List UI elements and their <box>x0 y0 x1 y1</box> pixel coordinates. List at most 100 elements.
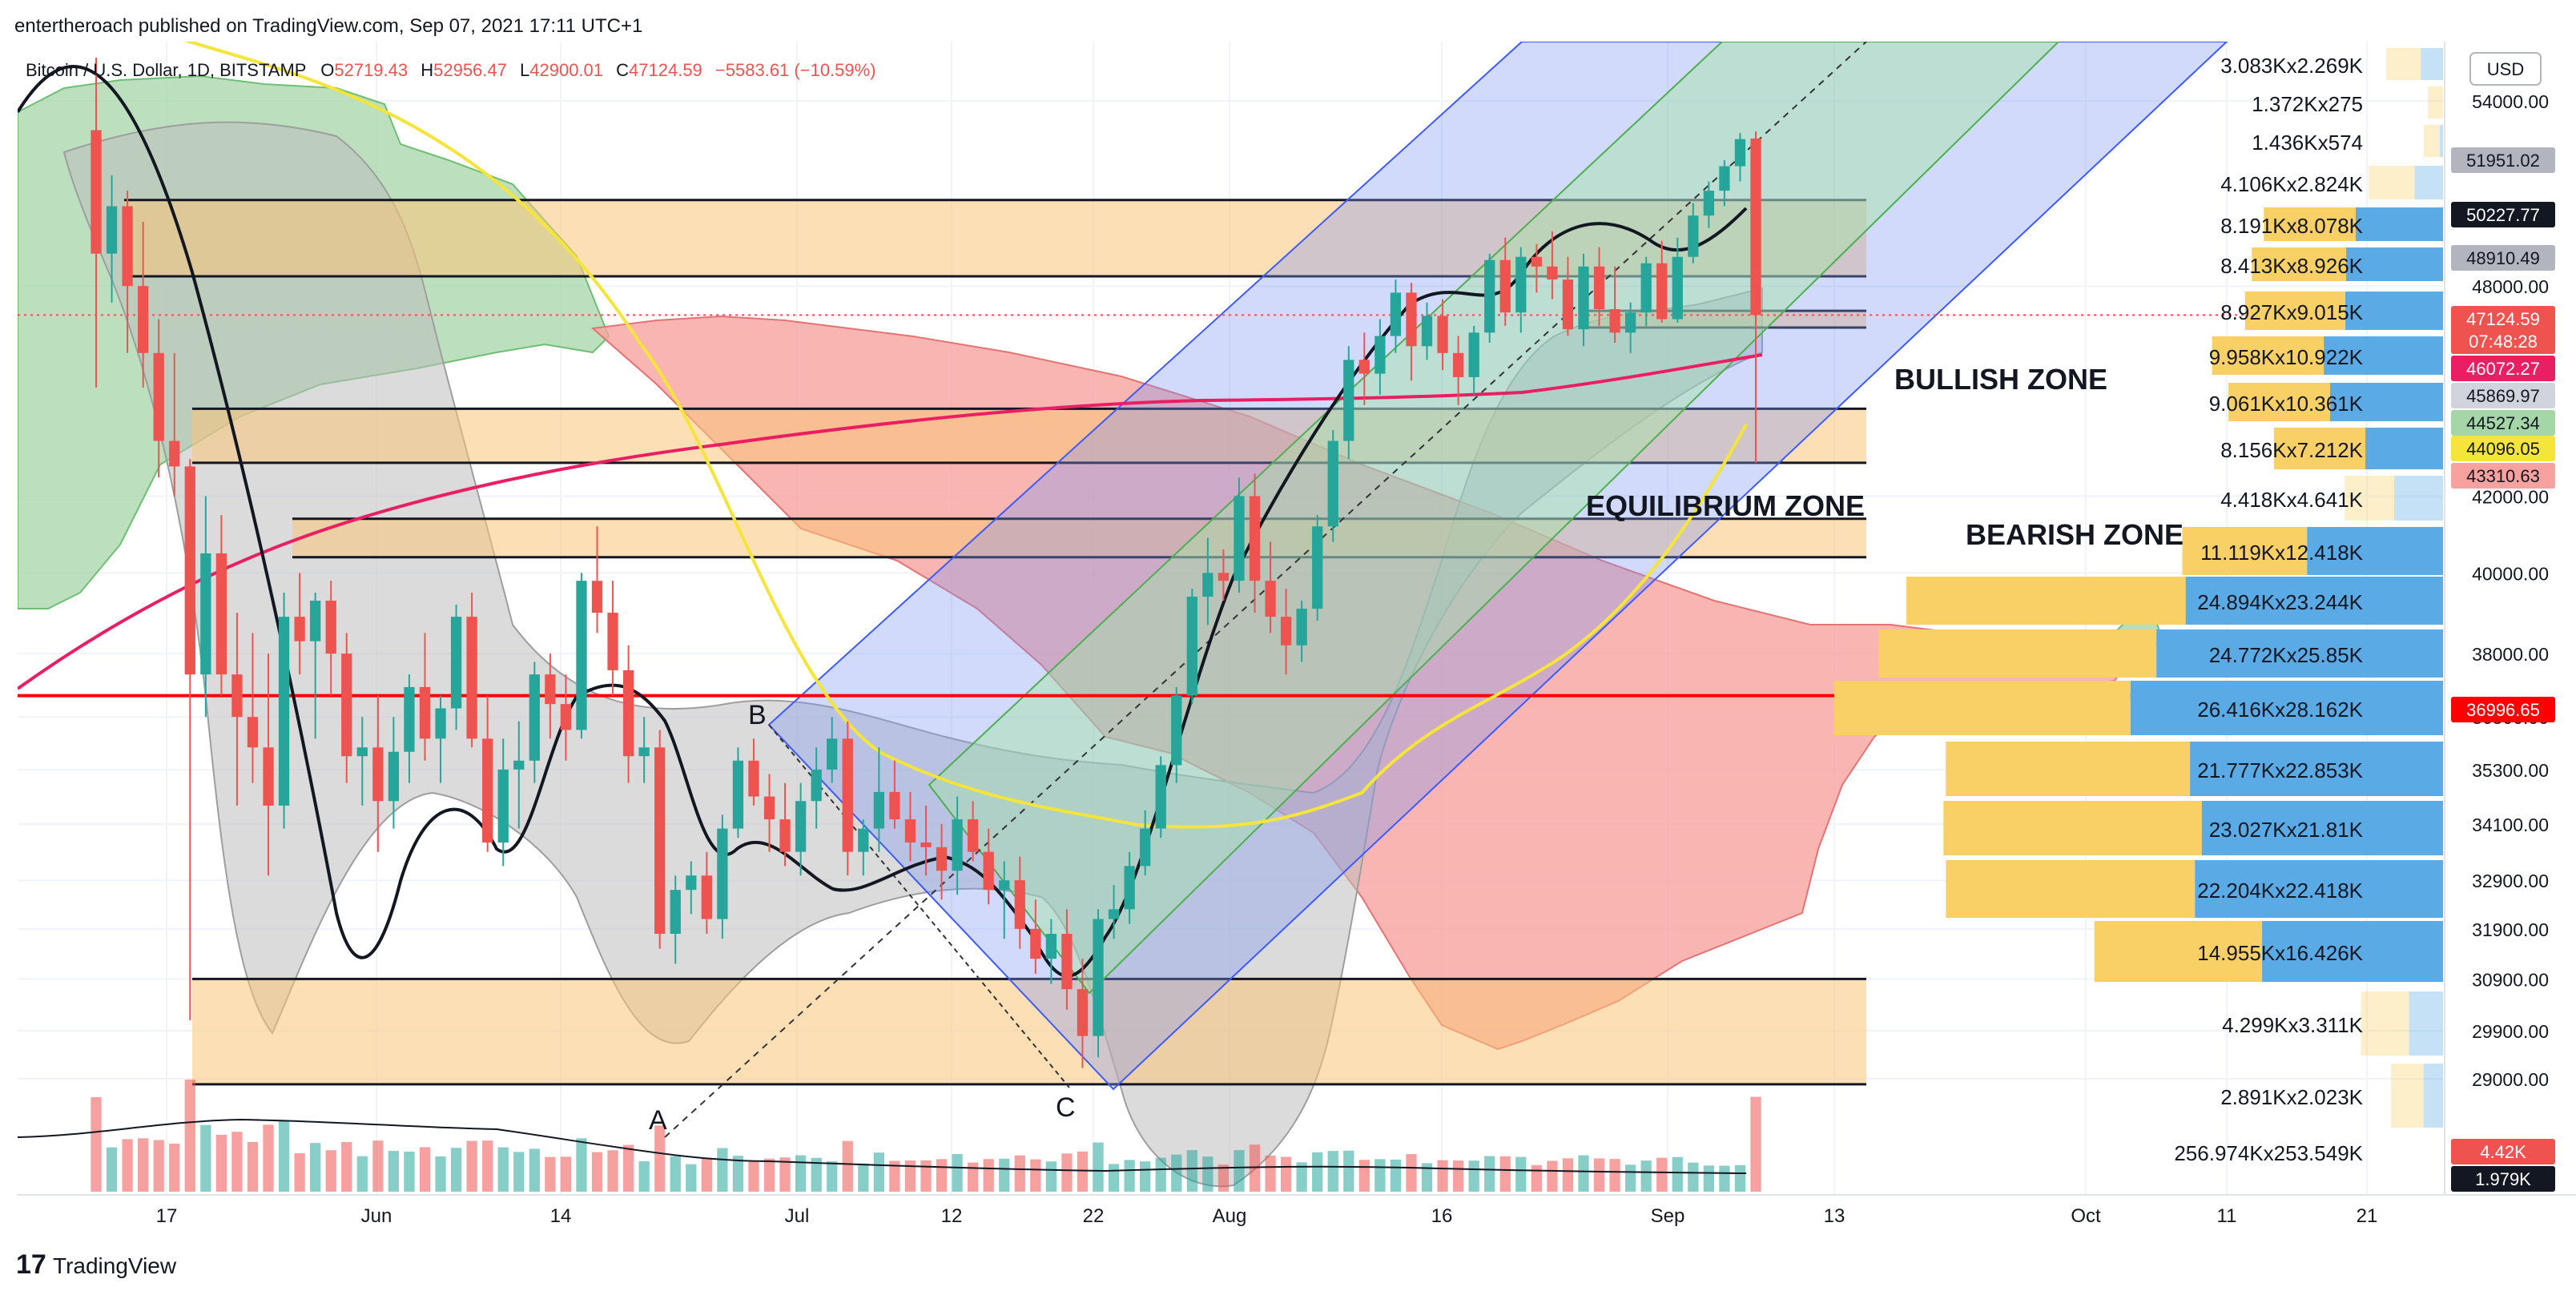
volume-bar <box>1249 1144 1261 1192</box>
close-value: 47124.59 <box>629 60 702 80</box>
volume-bar <box>1045 1161 1057 1192</box>
volume-bar <box>404 1152 415 1192</box>
vp-row-label: 4.299Kx3.311K <box>2222 1013 2364 1037</box>
candle-body <box>137 286 149 353</box>
candle-body <box>184 466 195 675</box>
volume-bar <box>435 1156 446 1192</box>
price-tag-label: 45869.97 <box>2466 386 2540 406</box>
volume-bar <box>1406 1154 1417 1192</box>
candle-body <box>1656 263 1668 320</box>
candle-body <box>1171 695 1182 766</box>
vp-bar-sell <box>2094 921 2263 982</box>
price-tag <box>2451 245 2555 271</box>
price-axis-ticks: 54000.00 48000.00 42000.00 40000.00 38000.00… <box>2472 91 2549 1090</box>
volume-bar <box>419 1147 431 1192</box>
price-tag <box>2451 410 2555 436</box>
vp-bar-sell <box>2391 1064 2424 1128</box>
candle-body <box>1358 360 1370 374</box>
volume-bar <box>278 1121 290 1192</box>
candle-body <box>1265 581 1276 617</box>
vp-bar-buy <box>2329 383 2443 421</box>
candle-body <box>1750 138 1761 316</box>
candle-body <box>1640 263 1652 313</box>
symbol-name: Bitcoin / U.S. Dollar, 1D, BITSTAMP <box>26 60 306 80</box>
candle-body <box>1499 259 1511 313</box>
vp-bar-sell <box>2423 125 2440 157</box>
candle-body <box>607 613 618 670</box>
y-tick-label: 38000.00 <box>2472 644 2549 665</box>
volume-bar <box>310 1143 321 1192</box>
price-tag <box>2451 1166 2555 1192</box>
vp-row-label: 9.958Kx10.922K <box>2209 345 2364 369</box>
x-tick-label: Jun <box>361 1205 392 1227</box>
vp-row-label: 14.955Kx16.426K <box>2197 941 2363 965</box>
volume-bar <box>576 1138 587 1192</box>
price-tag-label: 50227.77 <box>2466 205 2540 225</box>
currency-button[interactable] <box>2469 52 2542 86</box>
vp-row-label: 23.027Kx21.81K <box>2209 818 2364 842</box>
x-tick-label: Oct <box>2071 1205 2101 1227</box>
vp-row-label: 8.156Kx7.212K <box>2220 438 2363 462</box>
volume-bar <box>1468 1160 1479 1192</box>
vp-bar-buy <box>2365 428 2443 469</box>
volume-bar <box>1171 1154 1182 1192</box>
volume-bar <box>1375 1159 1386 1192</box>
candle-body <box>795 801 807 852</box>
candlestick-series <box>91 58 1761 1068</box>
volume-bar <box>1124 1160 1135 1192</box>
candle-body <box>231 674 243 718</box>
candle-body <box>404 686 415 752</box>
point-label-c: C <box>1056 1092 1076 1123</box>
volume-bar <box>1312 1152 1323 1192</box>
volume-bar <box>1656 1157 1668 1192</box>
volume-bar <box>1531 1164 1542 1192</box>
volume-bar <box>936 1159 948 1192</box>
vp-bar-sell <box>2182 527 2308 575</box>
candle-body <box>341 654 352 757</box>
vp-row-label: 24.894Kx23.244K <box>2197 590 2363 614</box>
vp-row-label: 8.927Kx9.015K <box>2220 300 2363 324</box>
volume-bar <box>450 1148 462 1192</box>
vp-bar-sell <box>2361 991 2409 1056</box>
volume-bar <box>137 1138 149 1192</box>
candle-body <box>1719 166 1730 191</box>
vp-row-label: 2.891Kx2.023K <box>2220 1085 2363 1109</box>
candle-body <box>1140 828 1151 867</box>
price-tag-label: 51951.02 <box>2466 151 2540 171</box>
price-tag <box>2451 436 2555 461</box>
vp-bar-buy <box>2414 166 2443 199</box>
time-axis-ticks: 17 Jun 14 Jul 12 22 Aug 16 Sep 13 Oct 11 21 <box>156 1205 2378 1227</box>
candle-body <box>889 791 900 820</box>
candle-body <box>827 738 838 770</box>
vp-bar-sell <box>2212 336 2324 375</box>
candle-body <box>967 819 979 852</box>
high-value: 52956.47 <box>433 60 507 80</box>
candle-body <box>873 791 885 829</box>
vp-bar-sell <box>1943 801 2202 855</box>
candle-body <box>513 760 525 770</box>
candle-body <box>169 440 180 467</box>
candle-body <box>122 206 133 287</box>
candle-body <box>153 352 164 441</box>
price-tag-label: 43310.63 <box>2466 466 2540 486</box>
vp-bar-sell <box>2244 292 2345 330</box>
volume-bar <box>1327 1151 1338 1192</box>
volume-bar <box>622 1144 634 1192</box>
volume-bar <box>1108 1164 1120 1192</box>
vp-bar-sell <box>2368 166 2415 199</box>
vp-bar-buy <box>2262 921 2443 982</box>
tradingview-logo: 17 TradingView <box>16 1249 177 1280</box>
volume-bar <box>686 1164 697 1192</box>
volume-bar <box>858 1163 869 1192</box>
vp-bar-buy <box>2190 742 2443 796</box>
volume-bar <box>1140 1161 1151 1192</box>
volume-bar <box>1609 1159 1620 1192</box>
volume-bar <box>1703 1165 1715 1192</box>
candle-body <box>1437 316 1448 353</box>
candle-body <box>779 819 791 852</box>
vp-bar-buy <box>2324 336 2443 375</box>
candle-body <box>983 851 994 891</box>
zone-band <box>124 199 1866 276</box>
volume-bar <box>701 1157 712 1192</box>
y-tick-label: 34100.00 <box>2472 814 2549 835</box>
